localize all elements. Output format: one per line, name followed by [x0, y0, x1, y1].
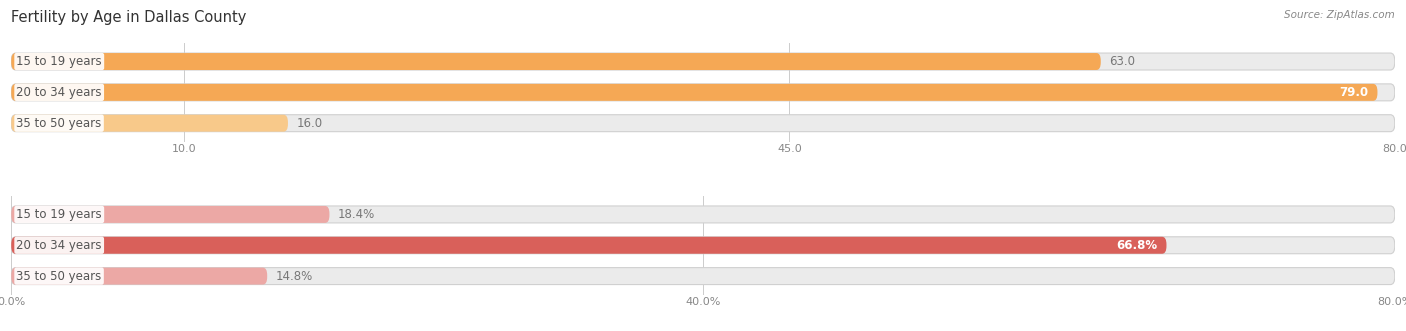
Text: Source: ZipAtlas.com: Source: ZipAtlas.com: [1284, 10, 1395, 20]
FancyBboxPatch shape: [11, 53, 1101, 70]
Text: 79.0: 79.0: [1340, 86, 1369, 99]
FancyBboxPatch shape: [11, 53, 1395, 70]
Text: 63.0: 63.0: [1109, 55, 1136, 68]
FancyBboxPatch shape: [11, 84, 1378, 101]
FancyBboxPatch shape: [11, 237, 1395, 254]
Text: 20 to 34 years: 20 to 34 years: [17, 239, 103, 252]
FancyBboxPatch shape: [11, 84, 1395, 101]
Text: 18.4%: 18.4%: [337, 208, 375, 221]
Text: 35 to 50 years: 35 to 50 years: [17, 117, 101, 130]
Text: 35 to 50 years: 35 to 50 years: [17, 269, 101, 283]
FancyBboxPatch shape: [11, 206, 329, 223]
Text: Fertility by Age in Dallas County: Fertility by Age in Dallas County: [11, 10, 246, 25]
FancyBboxPatch shape: [11, 206, 1395, 223]
FancyBboxPatch shape: [11, 237, 1167, 254]
Text: 20 to 34 years: 20 to 34 years: [17, 86, 103, 99]
Text: 16.0: 16.0: [297, 117, 323, 130]
Text: 14.8%: 14.8%: [276, 269, 314, 283]
Text: 15 to 19 years: 15 to 19 years: [17, 208, 103, 221]
FancyBboxPatch shape: [11, 268, 1395, 285]
Text: 66.8%: 66.8%: [1116, 239, 1157, 252]
FancyBboxPatch shape: [11, 115, 1395, 132]
Text: 15 to 19 years: 15 to 19 years: [17, 55, 103, 68]
FancyBboxPatch shape: [11, 268, 267, 285]
FancyBboxPatch shape: [11, 115, 288, 132]
